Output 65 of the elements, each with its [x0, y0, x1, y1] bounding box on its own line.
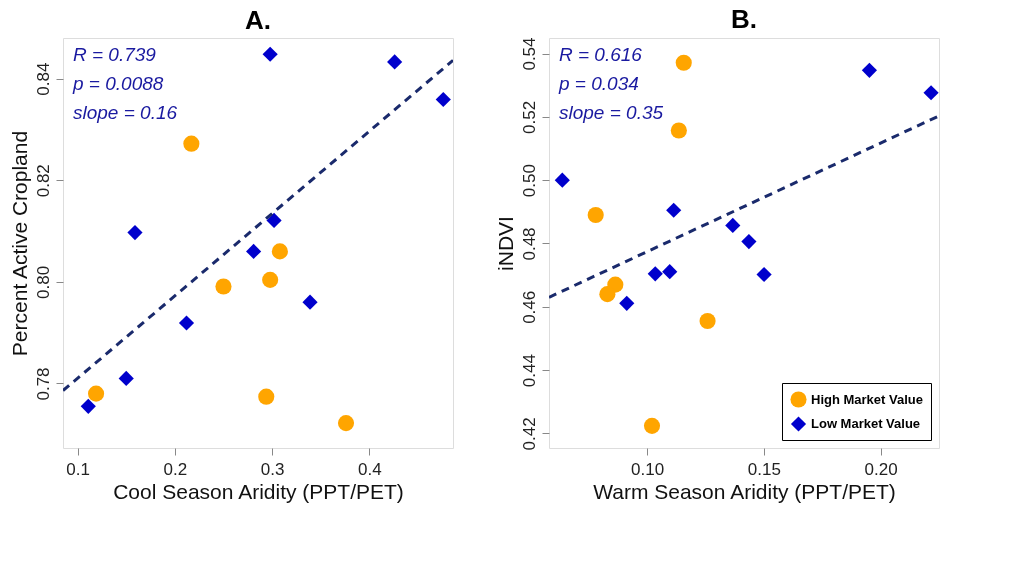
- point: [215, 278, 232, 295]
- annotation: slope = 0.16: [73, 102, 178, 123]
- y-tick-label: 0.50: [519, 164, 539, 198]
- point: [302, 294, 318, 310]
- y-tick-label: 0.42: [519, 417, 539, 451]
- y-tick-label: 0.80: [33, 265, 53, 299]
- point: [599, 286, 616, 303]
- point: [666, 202, 682, 218]
- x-tick-label: 0.4: [358, 459, 382, 479]
- x-tick-label: 0.20: [864, 459, 898, 479]
- y-tick-label: 0.82: [33, 164, 53, 198]
- x-tick-label: 0.1: [66, 459, 90, 479]
- point: [643, 417, 661, 434]
- y-tick-label: 0.52: [519, 100, 539, 134]
- point: [699, 313, 716, 330]
- chart-title: B.: [731, 3, 757, 34]
- point: [266, 212, 282, 228]
- annotation: slope = 0.35: [559, 102, 664, 123]
- x-tick-label: 0.15: [747, 459, 781, 479]
- point: [258, 388, 275, 405]
- point: [435, 91, 451, 108]
- point: [262, 46, 278, 62]
- point: [387, 54, 403, 70]
- legend-label: Low Market Value: [811, 416, 921, 431]
- point: [756, 266, 772, 283]
- point: [271, 243, 288, 260]
- point: [725, 217, 741, 234]
- chart-title: A.: [245, 5, 271, 35]
- point: [587, 206, 604, 224]
- y-tick-label: 0.44: [519, 354, 539, 388]
- x-tick-label: 0.10: [631, 459, 665, 479]
- point: [647, 266, 663, 282]
- point: [619, 295, 635, 311]
- annotation: p = 0.0088: [72, 73, 164, 94]
- point: [178, 315, 195, 331]
- point: [183, 135, 200, 152]
- y-axis-title: Percent Active Cropland: [7, 130, 31, 357]
- x-tick-label: 0.2: [163, 459, 188, 479]
- y-tick-label: 0.46: [519, 290, 539, 324]
- point: [861, 62, 877, 78]
- annotation: R = 0.739: [73, 44, 157, 65]
- y-tick-label: 0.54: [519, 37, 539, 71]
- point: [662, 264, 678, 280]
- point: [741, 233, 757, 250]
- point: [127, 225, 143, 241]
- point: [118, 370, 134, 386]
- annotation: R = 0.616: [559, 44, 643, 65]
- point: [88, 385, 105, 402]
- y-tick-label: 0.48: [519, 227, 539, 261]
- point: [923, 85, 939, 101]
- x-axis-title: Warm Season Aridity (PPT/PET): [593, 479, 896, 503]
- annotation: p = 0.034: [558, 73, 639, 94]
- point: [675, 54, 692, 71]
- y-tick-label: 0.84: [33, 62, 53, 96]
- y-tick-label: 0.78: [33, 367, 53, 401]
- legend-label: High Market Value: [811, 391, 923, 407]
- point: [554, 172, 570, 188]
- point: [337, 415, 355, 432]
- point: [246, 243, 262, 259]
- x-tick-label: 0.3: [260, 459, 285, 479]
- point: [262, 271, 279, 288]
- x-axis-title: Cool Season Aridity (PPT/PET): [113, 479, 404, 503]
- y-axis-title: iNDVI: [493, 216, 517, 271]
- point: [670, 122, 687, 139]
- point: [80, 398, 96, 414]
